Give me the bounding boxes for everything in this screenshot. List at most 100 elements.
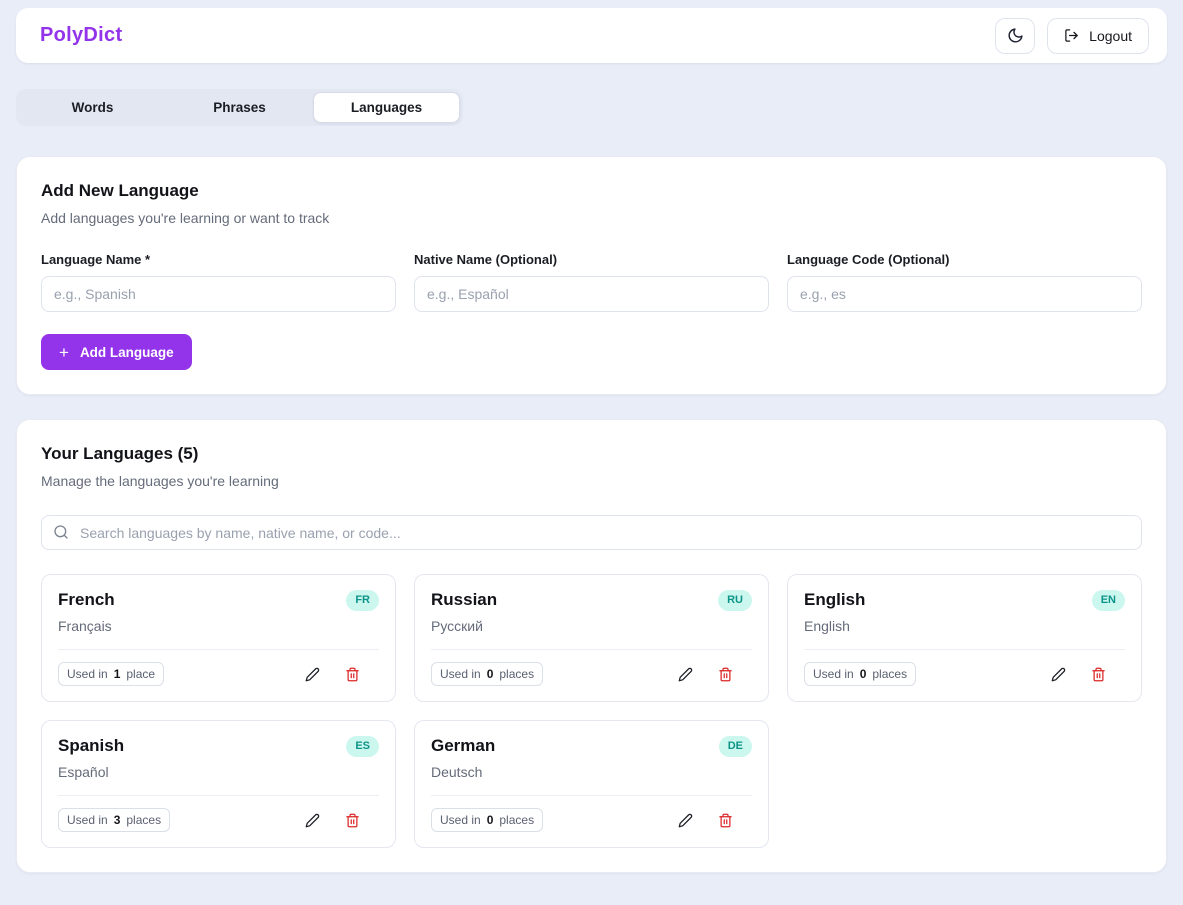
language-code-badge: FR	[346, 590, 379, 611]
tab-languages[interactable]: Languages	[313, 92, 460, 123]
logout-icon	[1064, 28, 1079, 43]
language-card-actions	[299, 807, 379, 833]
delete-language-button[interactable]	[712, 661, 738, 687]
language-card-footer: Used in 0 places	[431, 649, 752, 687]
usage-prefix: Used in	[813, 667, 854, 681]
language-card-actions	[299, 661, 379, 687]
native-name-field: Native Name (Optional)	[414, 252, 769, 312]
edit-language-button[interactable]	[299, 661, 325, 687]
trash-icon	[718, 813, 733, 828]
usage-count: 0	[486, 667, 494, 681]
language-native-name: Español	[58, 764, 109, 780]
usage-prefix: Used in	[67, 813, 108, 827]
language-code-field: Language Code (Optional)	[787, 252, 1142, 312]
theme-toggle-button[interactable]	[995, 17, 1036, 54]
language-code-badge: EN	[1091, 590, 1125, 611]
language-native-name: English	[804, 618, 850, 634]
language-native-name: Русский	[431, 618, 483, 634]
language-name-label: Language Name *	[41, 252, 151, 267]
language-card-head: English English EN	[804, 590, 1125, 634]
usage-badge: Used in 0 places	[431, 808, 544, 832]
your-languages-card: Your Languages (5) Manage the languages …	[16, 419, 1167, 873]
trash-icon	[345, 667, 360, 682]
language-name: Russian	[431, 590, 498, 609]
search-input[interactable]	[41, 515, 1142, 550]
language-name-input[interactable]	[41, 276, 396, 312]
usage-unit: places	[499, 813, 535, 827]
trash-icon	[718, 667, 733, 682]
pencil-icon	[678, 667, 693, 682]
usage-count: 1	[113, 667, 121, 681]
language-card-actions	[1045, 661, 1125, 687]
usage-prefix: Used in	[440, 667, 481, 681]
language-native-name: Deutsch	[431, 764, 483, 780]
language-card-head: French Français FR	[58, 590, 379, 634]
add-language-form: Language Name * Native Name (Optional) L…	[41, 252, 1142, 312]
native-name-input[interactable]	[414, 276, 769, 312]
add-language-button[interactable]: + Add Language	[41, 334, 192, 370]
tab-words[interactable]: Words	[71, 100, 114, 115]
language-card-footer: Used in 0 places	[804, 649, 1125, 687]
delete-language-button[interactable]	[1085, 661, 1111, 687]
edit-language-button[interactable]	[672, 807, 698, 833]
language-code-input[interactable]	[787, 276, 1142, 312]
logout-label: Logout	[1089, 27, 1132, 44]
language-card-footer: Used in 3 places	[58, 795, 379, 833]
language-grid: French Français FR Used in 1 place	[41, 574, 1142, 848]
language-card-english: English English EN Used in 0 places	[787, 574, 1142, 702]
usage-count: 0	[486, 813, 494, 827]
language-name: Spanish	[58, 736, 125, 755]
language-code-badge: RU	[718, 590, 752, 611]
your-languages-subtitle: Manage the languages you're learning	[41, 473, 279, 489]
delete-language-button[interactable]	[339, 661, 365, 687]
language-name: French	[58, 590, 115, 609]
add-language-button-label: Add Language	[79, 344, 174, 360]
language-code-label: Language Code (Optional)	[787, 252, 950, 267]
language-name: German	[431, 736, 496, 755]
usage-badge: Used in 0 places	[431, 662, 544, 686]
app-logo: PolyDict	[40, 24, 123, 46]
pencil-icon	[678, 813, 693, 828]
add-language-card: Add New Language Add languages you're le…	[16, 156, 1167, 395]
trash-icon	[345, 813, 360, 828]
pencil-icon	[305, 813, 320, 828]
language-card-head: German Deutsch DE	[431, 736, 752, 780]
language-name-field: Language Name *	[41, 252, 396, 312]
plus-icon: +	[59, 342, 69, 362]
usage-unit: places	[872, 667, 908, 681]
edit-language-button[interactable]	[1045, 661, 1071, 687]
delete-language-button[interactable]	[339, 807, 365, 833]
language-card-russian: Russian Русский RU Used in 0 places	[414, 574, 769, 702]
usage-unit: place	[126, 667, 156, 681]
pencil-icon	[1051, 667, 1066, 682]
add-language-title: Add New Language	[41, 181, 199, 200]
language-card-footer: Used in 1 place	[58, 649, 379, 687]
edit-language-button[interactable]	[672, 661, 698, 687]
your-languages-title: Your Languages (5)	[41, 444, 199, 463]
language-card-spanish: Spanish Español ES Used in 3 places	[41, 720, 396, 848]
app-header: PolyDict Logout	[16, 8, 1167, 63]
native-name-label: Native Name (Optional)	[414, 252, 558, 267]
language-code-badge: DE	[718, 736, 752, 757]
language-card-german: German Deutsch DE Used in 0 places	[414, 720, 769, 848]
language-card-actions	[672, 807, 752, 833]
delete-language-button[interactable]	[712, 807, 738, 833]
usage-count: 3	[113, 813, 121, 827]
search-icon	[53, 524, 69, 540]
language-card-head: Spanish Español ES	[58, 736, 379, 780]
usage-badge: Used in 1 place	[58, 662, 165, 686]
trash-icon	[1091, 667, 1106, 682]
tab-bar: Words Phrases Languages	[16, 89, 463, 126]
usage-badge: Used in 0 places	[804, 662, 917, 686]
language-name: English	[804, 590, 866, 609]
header-actions: Logout	[995, 17, 1149, 54]
tab-phrases[interactable]: Phrases	[213, 100, 266, 115]
logout-button[interactable]: Logout	[1047, 17, 1149, 54]
language-native-name: Français	[58, 618, 112, 634]
language-card-footer: Used in 0 places	[431, 795, 752, 833]
usage-prefix: Used in	[440, 813, 481, 827]
usage-count: 0	[859, 667, 867, 681]
edit-language-button[interactable]	[299, 807, 325, 833]
language-search	[41, 515, 1142, 550]
